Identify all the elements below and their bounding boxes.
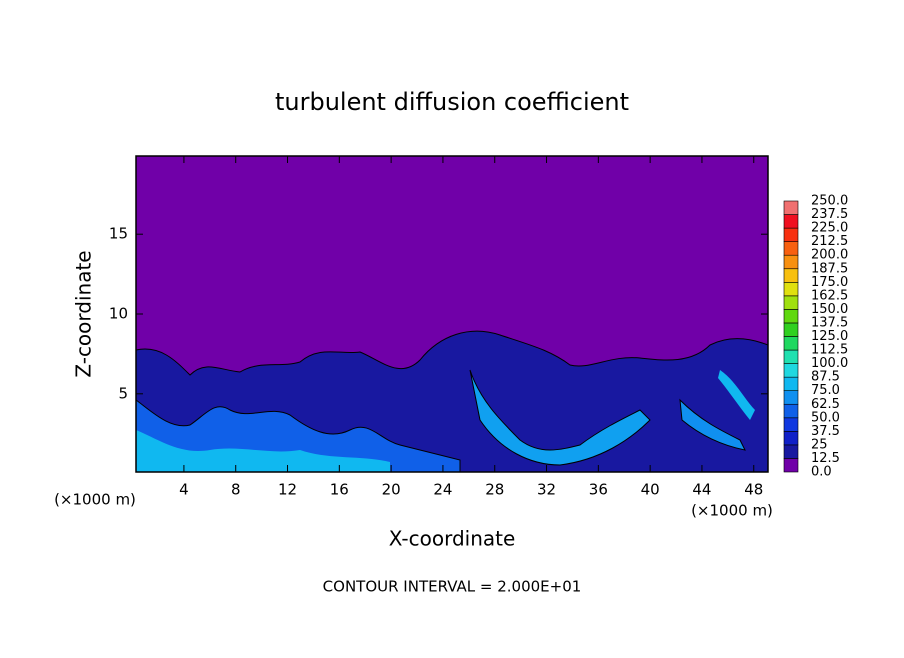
colorbar-swatch — [783, 444, 799, 459]
colorbar-label: 150.0 — [811, 302, 848, 317]
colorbar-swatch — [783, 241, 799, 256]
x-tick-label: 40 — [641, 481, 660, 499]
field-region — [679, 398, 746, 451]
colorbar-label: 112.5 — [811, 343, 848, 358]
colorbar-swatch — [783, 376, 799, 391]
colorbar-label: 62.5 — [811, 397, 840, 412]
colorbar-label: 125.0 — [811, 329, 848, 344]
colorbar-label: 137.5 — [811, 315, 848, 330]
colorbar-swatch — [783, 200, 799, 215]
x-axis-label: X-coordinate — [389, 527, 516, 551]
colorbar-swatch — [783, 417, 799, 432]
colorbar-label: 212.5 — [811, 234, 848, 249]
x-units: (×1000 m) — [691, 502, 773, 520]
field-region — [136, 430, 390, 472]
field — [135, 156, 769, 473]
colorbar-swatch — [783, 227, 799, 242]
x-tick-label: 8 — [231, 481, 241, 499]
x-tick-label: 44 — [692, 481, 711, 499]
x-tick-label: 20 — [382, 481, 401, 499]
annotation: CONTOUR INTERVAL = 2.000E+01 — [323, 578, 582, 596]
colorbar-swatch — [783, 295, 799, 310]
colorbar-label: 162.5 — [811, 288, 848, 303]
x-tick-label: 28 — [485, 481, 504, 499]
colorbar-label: 100.0 — [811, 356, 848, 371]
colorbar-swatch — [783, 214, 799, 229]
colorbar-swatch — [783, 268, 799, 283]
x-tick-label: 48 — [744, 481, 763, 499]
y-axis-label: Z-coordinate — [72, 250, 96, 377]
x-tick-label: 16 — [330, 481, 349, 499]
colorbar-label: 225.0 — [811, 221, 848, 236]
colorbar-swatch — [783, 309, 799, 324]
colorbar-swatch — [783, 390, 799, 405]
x-tick-label: 36 — [589, 481, 608, 499]
colorbar-swatch — [783, 322, 799, 337]
colorbar-label: 50.0 — [811, 410, 840, 425]
colorbar-label: 37.5 — [811, 424, 840, 439]
colorbar-swatch — [783, 254, 799, 270]
x-tick-label: 12 — [278, 481, 297, 499]
chart-title: turbulent diffusion coefficient — [275, 88, 629, 116]
colorbar-label: 12.5 — [811, 451, 840, 466]
x-tick-label: 24 — [433, 481, 452, 499]
colorbar-label: 250.0 — [811, 194, 848, 209]
x-tick-label: 4 — [179, 481, 189, 499]
colorbar-swatch — [783, 403, 799, 419]
colorbar-swatch — [783, 349, 799, 364]
colorbar-label: 175.0 — [811, 275, 848, 290]
colorbar-label: 25 — [811, 437, 828, 452]
colorbar-swatch — [783, 281, 799, 297]
colorbar-label: 75.0 — [811, 383, 840, 398]
colorbar-swatch — [783, 431, 799, 446]
y-tick-label: 15 — [109, 225, 128, 243]
colorbar-label: 187.5 — [811, 261, 848, 276]
x-tick-label: 32 — [537, 481, 556, 499]
y-tick-label: 5 — [118, 384, 128, 402]
colorbar-label: 87.5 — [811, 370, 840, 385]
colorbar-label: 200.0 — [811, 248, 848, 263]
colorbar-label: 0.0 — [811, 465, 832, 480]
colorbar-swatch — [783, 458, 799, 473]
colorbar-swatch — [783, 336, 799, 351]
colorbar-swatch — [783, 363, 799, 378]
y-units: (×1000 m) — [54, 491, 136, 509]
colorbar-label: 237.5 — [811, 207, 848, 222]
y-tick-label: 10 — [109, 305, 128, 323]
field-region — [469, 369, 651, 466]
field-region — [718, 370, 755, 420]
